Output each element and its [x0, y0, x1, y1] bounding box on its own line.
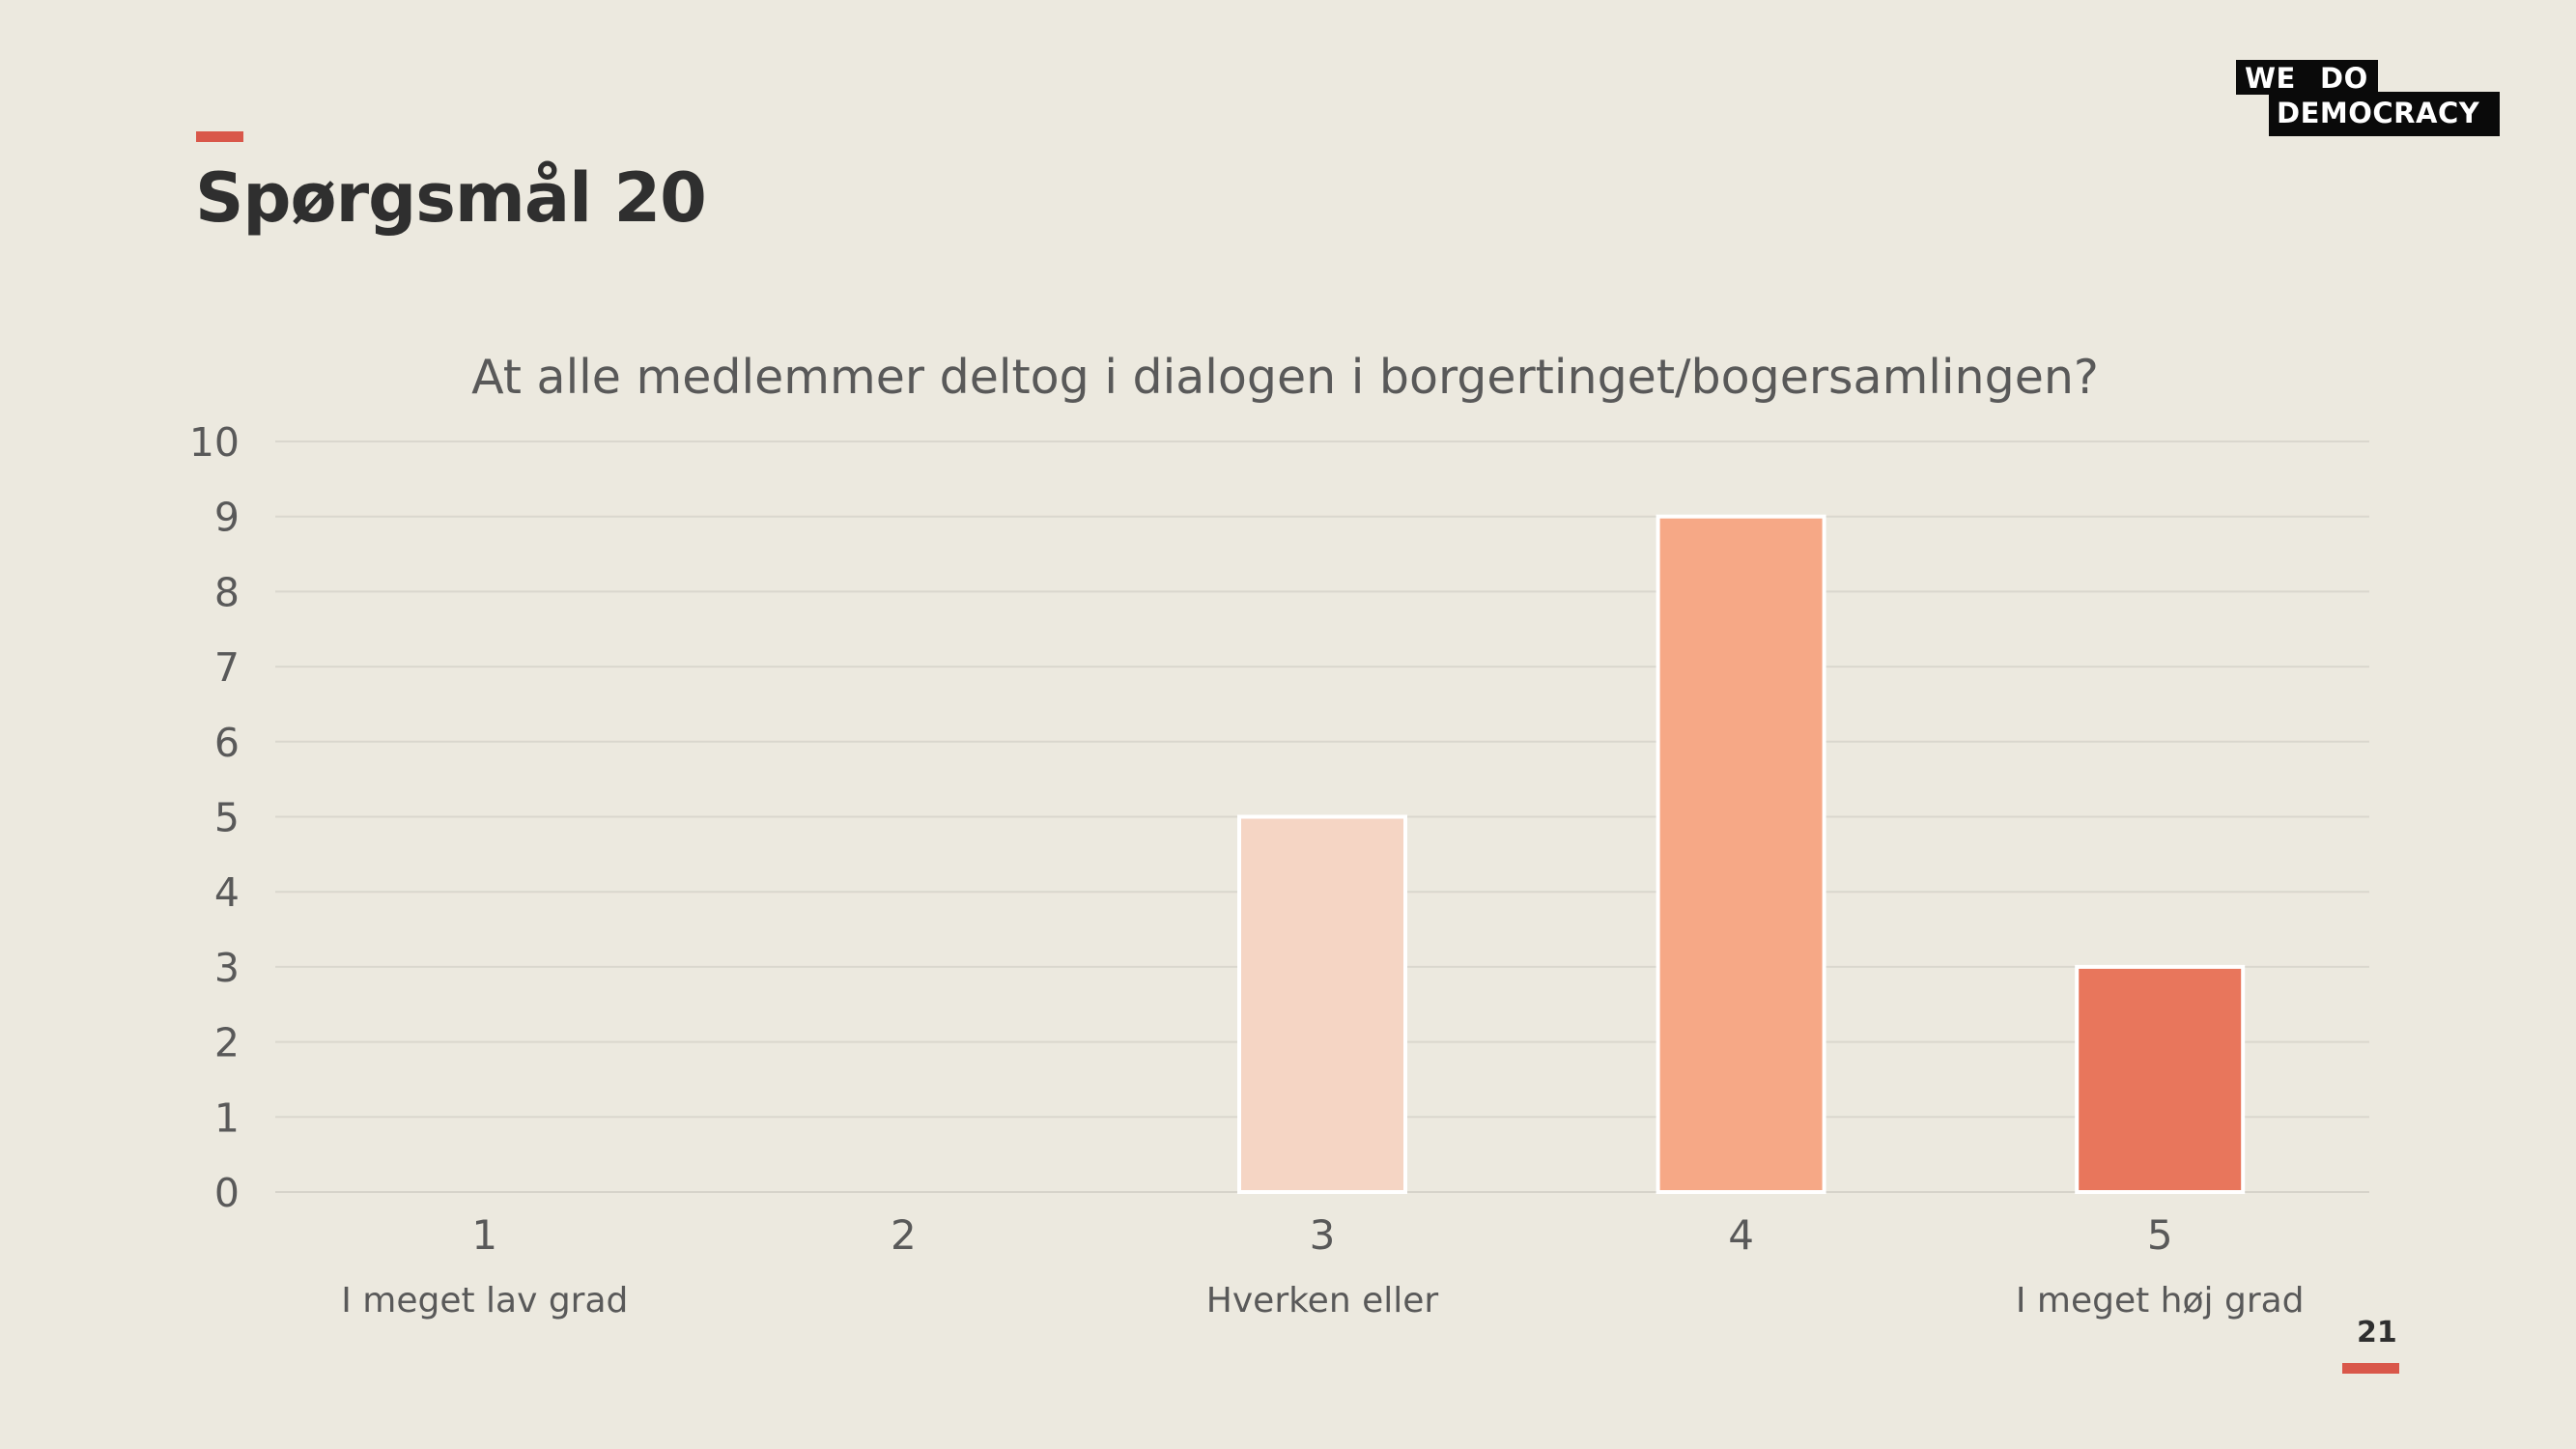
x-tick-label: 5: [2147, 1211, 2173, 1259]
y-tick-label: 1: [214, 1094, 240, 1141]
y-tick-label: 4: [214, 869, 240, 916]
x-tick-label: 2: [891, 1211, 917, 1259]
y-tick-label: 7: [214, 644, 240, 691]
y-tick-label: 2: [214, 1020, 240, 1066]
bar: [2075, 964, 2246, 1195]
x-category-sublabel: Hverken eller: [1206, 1281, 1439, 1321]
y-tick-label: 0: [214, 1170, 240, 1216]
chart-title-text: At alle medlemmer deltog i dialogen i bo…: [471, 350, 2099, 405]
x-category-sublabel: I meget høj grad: [2016, 1281, 2305, 1321]
bar: [1237, 814, 1407, 1194]
y-tick-label: 6: [214, 720, 240, 766]
x-tick-label: 1: [471, 1211, 497, 1259]
accent-bar-bottom: [2342, 1363, 2399, 1374]
y-tick-label: 3: [214, 945, 240, 991]
y-tick-label: 10: [189, 419, 240, 466]
y-tick-label: 5: [214, 795, 240, 841]
y-tick-label: 8: [214, 569, 240, 615]
accent-bar-top: [196, 131, 243, 142]
slide-heading: Spørgsmål 20: [195, 158, 707, 238]
bar: [1656, 514, 1826, 1194]
x-category-sublabel: I meget lav grad: [341, 1281, 628, 1321]
chart-title: At alle medlemmer deltog i dialogen i bo…: [0, 350, 2576, 405]
y-tick-label: 9: [214, 495, 240, 541]
x-tick-label: 4: [1728, 1211, 1754, 1259]
page-number: 21: [2357, 1316, 2397, 1350]
x-tick-label: 3: [1310, 1211, 1336, 1259]
